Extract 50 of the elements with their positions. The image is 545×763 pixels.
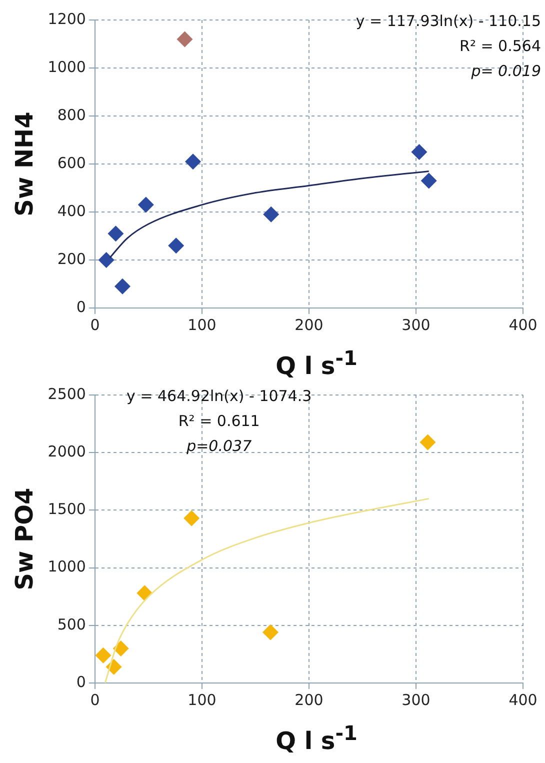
x-tick-label: 400 bbox=[508, 690, 538, 709]
y-tick-label: 1000 bbox=[48, 58, 86, 76]
point bbox=[112, 640, 129, 656]
point bbox=[108, 226, 124, 242]
y-tick-label: 1000 bbox=[48, 558, 86, 576]
x-axis-title: Q l s$^{-1}$ bbox=[274, 345, 358, 382]
y-tick-label: 500 bbox=[57, 615, 86, 634]
point bbox=[168, 238, 184, 254]
x-tick-label: 300 bbox=[402, 316, 430, 334]
point bbox=[98, 252, 114, 268]
x-tick-label: 200 bbox=[294, 690, 324, 709]
point bbox=[138, 196, 154, 213]
annotation: y = 464.92ln(x) - 1074.3 bbox=[126, 386, 312, 405]
x-axis-title: Q l s$^{-1}$ bbox=[274, 720, 358, 757]
y-tick-label: 600 bbox=[57, 154, 86, 172]
point bbox=[411, 144, 428, 160]
point bbox=[95, 647, 112, 664]
annotation: p= 0.019 bbox=[470, 62, 541, 80]
point bbox=[184, 510, 200, 526]
point bbox=[420, 172, 437, 189]
x-tick-label: 100 bbox=[188, 316, 216, 334]
y-tick-label: 2500 bbox=[48, 384, 86, 403]
annotation: p=0.037 bbox=[186, 436, 252, 455]
y-tick-label: 400 bbox=[57, 202, 86, 220]
annotation: y = 117.93ln(x) - 110.15 bbox=[356, 12, 541, 30]
y-tick-label: 0 bbox=[76, 298, 86, 316]
annotation: R² = 0.564 bbox=[460, 36, 541, 55]
x-tick-label: 400 bbox=[508, 316, 538, 334]
x-tick-label: 0 bbox=[90, 316, 100, 334]
y-tick-label: 800 bbox=[57, 106, 86, 124]
x-tick-label: 200 bbox=[294, 316, 324, 334]
point bbox=[263, 206, 280, 222]
annotation: R² = 0.611 bbox=[178, 412, 260, 430]
x-tick-label: 100 bbox=[188, 690, 216, 709]
point bbox=[262, 624, 278, 640]
point bbox=[184, 154, 201, 170]
y-tick-label: 0 bbox=[76, 672, 86, 691]
y-tick-label: 1200 bbox=[48, 10, 86, 28]
x-tick-label: 0 bbox=[90, 690, 100, 709]
x-tick-label: 300 bbox=[402, 690, 430, 709]
y-axis-title: Sw NH4 bbox=[10, 112, 39, 216]
y-tick-label: 1500 bbox=[48, 500, 86, 518]
point bbox=[136, 585, 153, 602]
y-axis-title: Sw PO4 bbox=[10, 488, 39, 590]
y-tick-label: 2000 bbox=[48, 442, 86, 460]
line-series bbox=[104, 498, 430, 683]
y-tick-label: 200 bbox=[57, 250, 86, 268]
point bbox=[420, 434, 436, 450]
point bbox=[176, 31, 193, 48]
point bbox=[114, 278, 130, 294]
